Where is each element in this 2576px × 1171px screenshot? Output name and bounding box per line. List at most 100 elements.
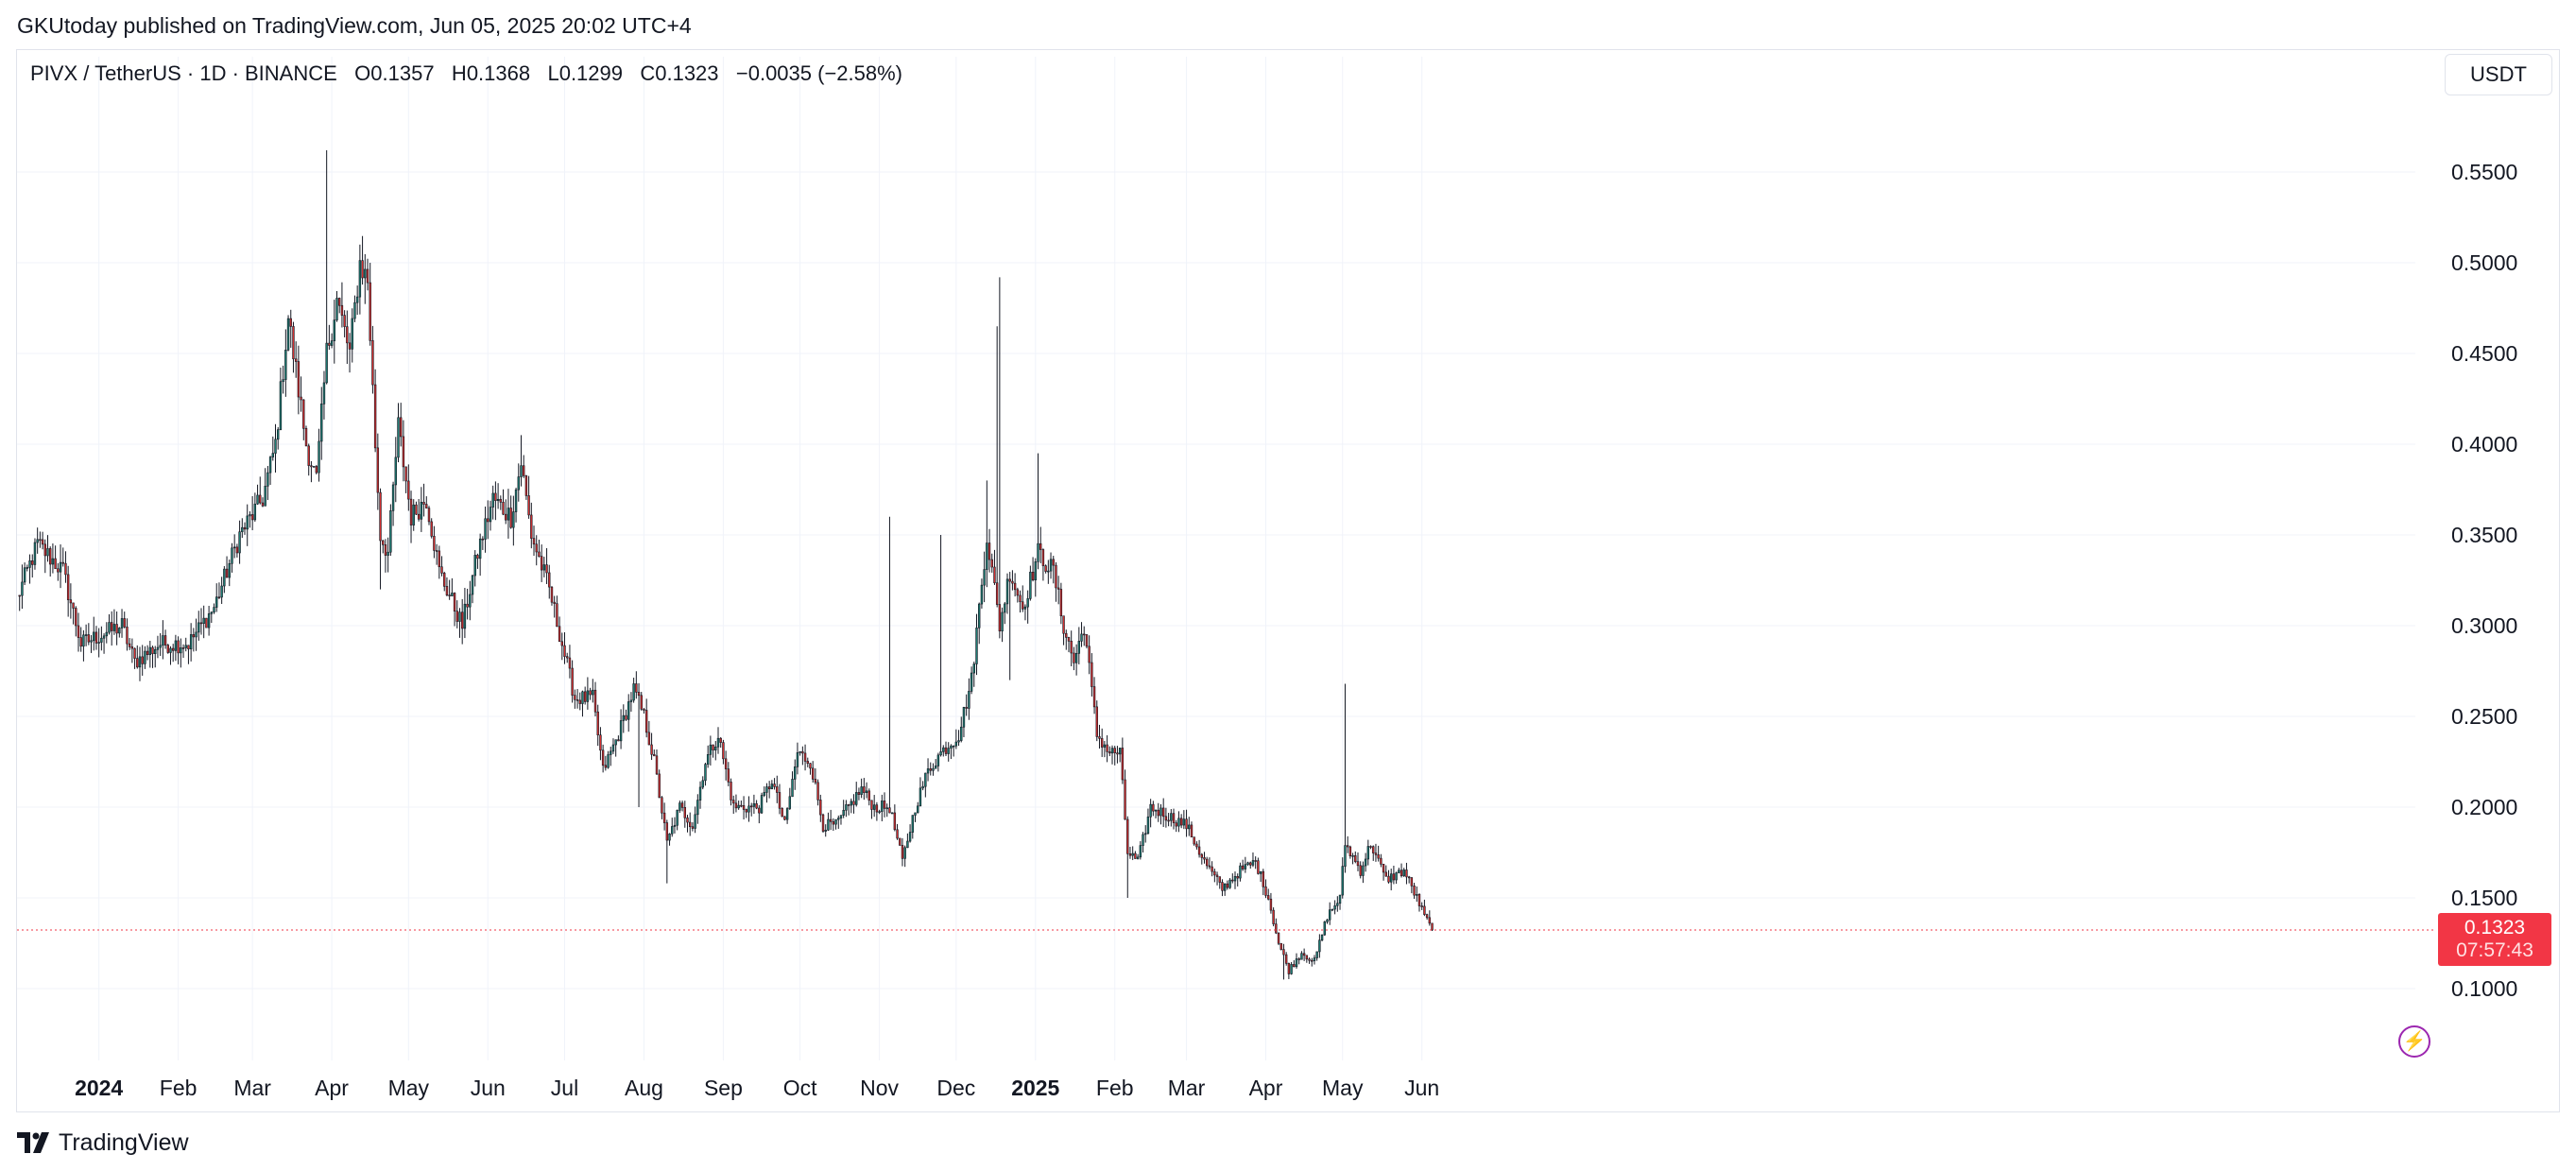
candle-up [277,429,280,440]
candle-up [1362,865,1365,876]
candle-up [23,567,26,583]
candle-down [665,822,669,841]
candle-up [952,745,955,748]
candle-up [765,786,768,793]
candle-down [48,548,52,565]
y-tick-label: 0.2000 [2451,795,2517,819]
candle-up [1159,807,1162,817]
candle-down [776,786,779,793]
candle-down [1091,662,1093,687]
candle-down [94,631,98,644]
candle-up [908,832,912,842]
x-axis-ticks: 2024 Feb Mar Apr May Jun Jul Aug Sep Oct Nov Dec 202… [75,1076,1439,1100]
candle-down [1346,845,1349,848]
candle-down [758,807,761,814]
candle-up [1366,846,1370,860]
candle-up [1001,611,1004,632]
candle-down [1410,877,1414,887]
candle-up [581,691,584,704]
candle-up [1239,865,1242,879]
y-tick-label: 0.4000 [2451,432,2517,456]
candle-up [947,748,950,754]
candle-down [1221,882,1224,891]
candle-up [960,726,963,741]
lightning-icon[interactable]: ⚡ [2398,1025,2430,1058]
close-value: 0.1323 [655,61,719,85]
candle-down [1254,860,1257,862]
candle-down [1249,862,1252,866]
y-tick-label: 0.1500 [2451,886,2517,910]
candle-down [732,800,735,804]
high-label: H [451,61,467,85]
candle-down [151,646,154,655]
candle-down [899,837,902,846]
candle-down [647,732,651,746]
candle-up [799,750,801,753]
candle-up [926,768,930,774]
candle-down [987,542,991,560]
candle-down [171,647,175,651]
candle-up [978,603,981,629]
candle-up [1047,570,1050,573]
candle-down [821,814,825,832]
candle-down [348,342,352,350]
candle-up [878,811,881,813]
x-tick-label: May [388,1076,430,1100]
candle-up [586,690,590,702]
candle-down [445,586,449,595]
candle-down [487,518,489,523]
candle-up [238,531,241,554]
candle-down [509,508,512,528]
candle-down [1016,589,1020,596]
candle-down [430,521,433,537]
candle-up [351,318,353,350]
candle-up [704,764,707,782]
symbol-label[interactable]: PIVX / TetherUS · 1D · BINANCE [30,61,337,85]
low-value: 0.1299 [558,61,623,85]
candle-down [556,603,558,628]
publisher-credit: GKUtoday published on TradingView.com, J… [17,13,692,38]
candle-down [653,753,656,757]
candle-up [491,492,494,508]
candle-up [1077,641,1081,654]
candle-up [1364,858,1367,867]
candle-up [924,772,927,787]
candle-down [1172,813,1176,823]
candle-down [427,508,431,523]
candle-down [61,561,64,564]
candle-up [484,518,487,540]
tradingview-logo[interactable]: TradingView [17,1128,189,1158]
candle-down [803,752,807,762]
candle-down [177,640,180,654]
candle-down [505,513,507,521]
candle-up [921,785,924,789]
candle-down [683,807,686,818]
candle-down [574,695,576,700]
candle-up [1228,879,1231,888]
candle-down [1022,601,1024,610]
candle-up [1326,919,1329,922]
candle-up [714,746,717,750]
candle-up [148,646,152,656]
y-tick-label: 0.5000 [2451,250,2517,275]
currency-selector[interactable]: USDT [2445,54,2552,95]
chart-frame[interactable] [16,49,2560,1112]
candle-down [415,504,418,515]
candle-up [1144,833,1147,835]
candle-down [888,807,891,814]
candle-up [678,802,681,811]
candle-up [770,784,774,790]
candle-down [734,802,738,809]
candle-down [566,656,569,659]
candle-up [189,634,193,649]
candle-up [469,594,472,608]
candle-down [123,618,126,628]
candle-up [320,404,323,442]
candle-up [850,801,853,806]
candle-down [1287,963,1291,974]
candle-down [1113,748,1116,753]
candle-down [448,594,451,596]
candle-up [1295,958,1298,968]
candle-down [730,782,732,801]
